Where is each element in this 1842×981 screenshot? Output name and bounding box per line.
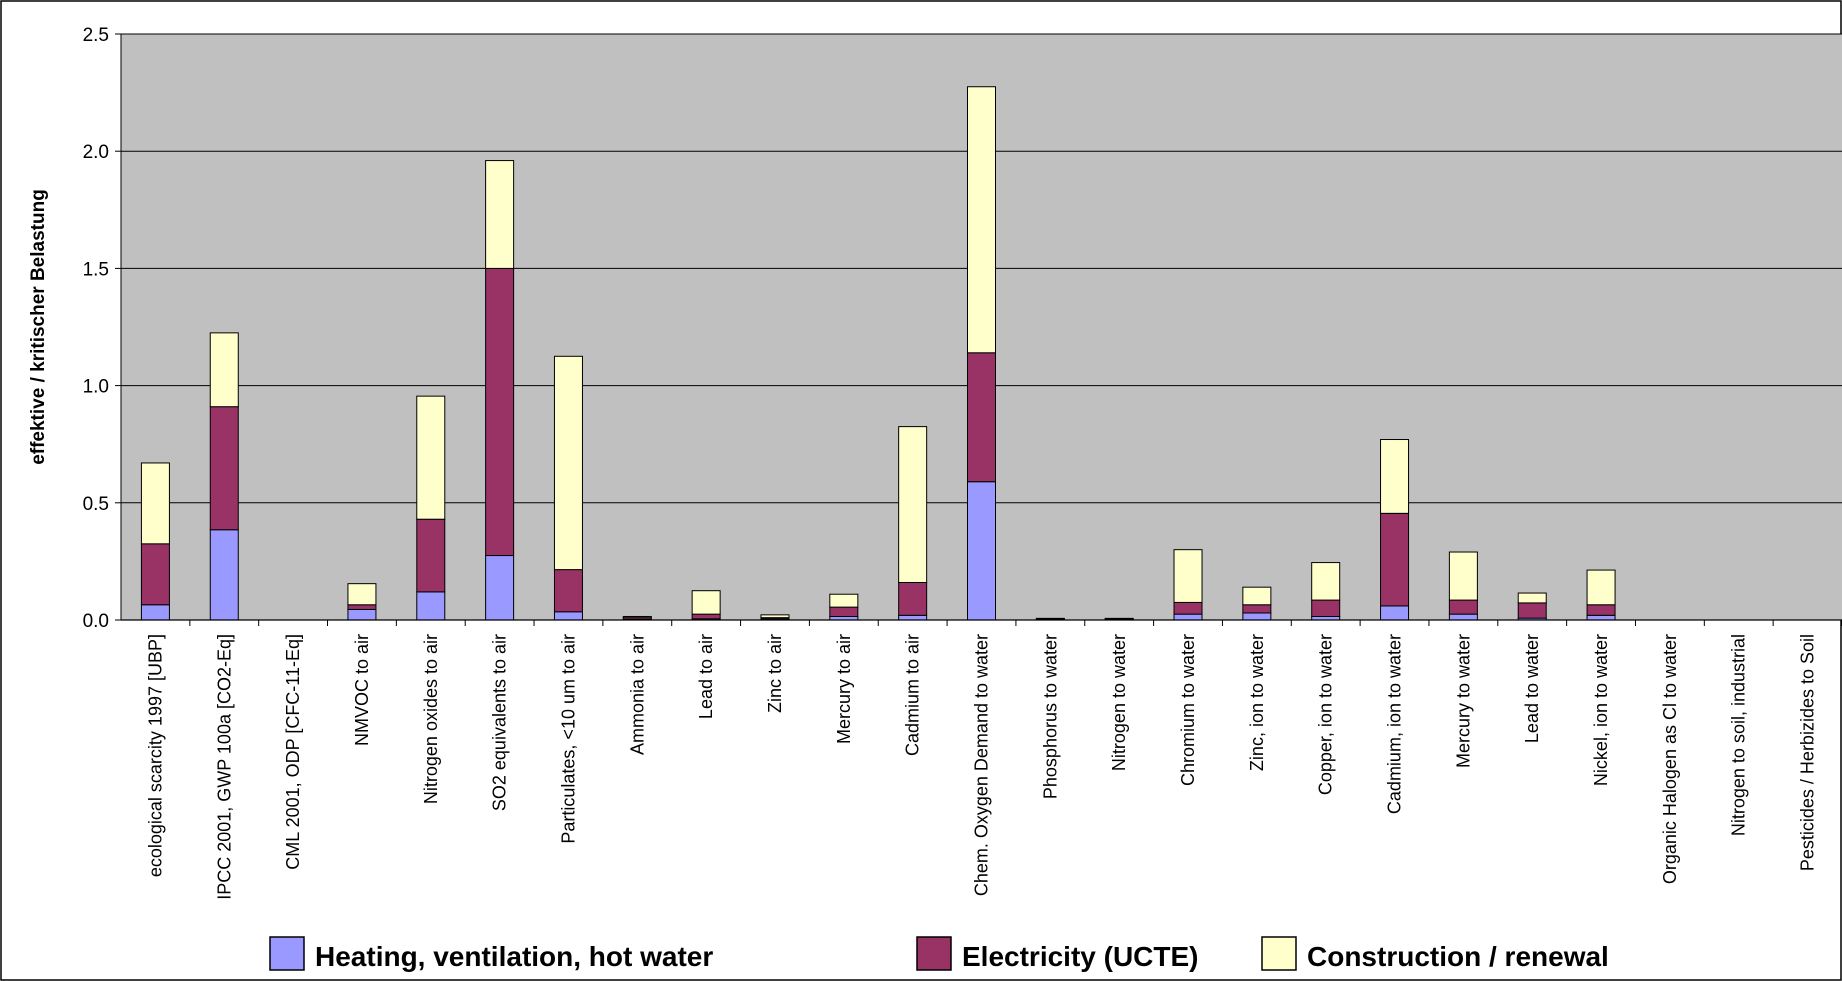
- x-tick-label: Pesticides / Herbizides to Soil: [1798, 634, 1818, 871]
- x-tick-label: Nitrogen oxides to air: [421, 634, 441, 804]
- bar-segment: [829, 593, 859, 608]
- bar-segment: [416, 518, 446, 593]
- bar-segment: [1448, 551, 1478, 601]
- bar-segment: [553, 355, 583, 571]
- x-tick-label: SO2 equivalents to air: [490, 634, 510, 811]
- legend-label: Electricity (UCTE): [962, 941, 1199, 972]
- bar-segment: [1448, 613, 1478, 621]
- x-tick-label: IPCC 2001, GWP 100a [CO2-Eq]: [214, 634, 234, 900]
- bar-segment: [691, 613, 721, 620]
- x-tick-label: Nitrogen to soil, industrial: [1729, 634, 1749, 836]
- bar-segment: [1242, 604, 1272, 614]
- bar-segment: [485, 555, 515, 621]
- y-tick-label: 2.0: [83, 142, 109, 163]
- bar-segment: [829, 606, 859, 617]
- x-tick-label: CML 2001, ODP [CFC-11-Eq]: [283, 634, 303, 870]
- legend-swatch: [1261, 936, 1297, 971]
- bar-segment: [209, 332, 239, 408]
- bar-segment: [1173, 549, 1203, 603]
- legend-label: Heating, ventilation, hot water: [315, 941, 713, 972]
- x-tick-label: Lead to water: [1522, 634, 1542, 743]
- x-tick-label: Ammonia to air: [627, 634, 647, 755]
- x-tick-label: Nickel, ion to water: [1591, 634, 1611, 786]
- x-tick-label: Mercury to air: [834, 634, 854, 744]
- bar-segment: [1173, 613, 1203, 621]
- bar-segment: [1311, 599, 1341, 617]
- legend-label: Construction / renewal: [1307, 941, 1609, 972]
- x-tick-label: Copper, ion to water: [1316, 634, 1336, 795]
- x-tick-label: Phosphorus to water: [1040, 634, 1060, 799]
- bar-segment: [1311, 562, 1341, 601]
- bar-segment: [898, 426, 928, 583]
- x-tick-label: Lead to air: [696, 634, 716, 719]
- bar-segment: [1242, 612, 1272, 621]
- bar-segment: [553, 611, 583, 621]
- x-tick-label: Nitrogen to water: [1109, 634, 1129, 771]
- y-tick-label: 0.5: [83, 494, 109, 515]
- x-tick-label: NMVOC to air: [352, 634, 372, 746]
- bar-segment: [1380, 439, 1410, 514]
- bar-segment: [485, 160, 515, 269]
- bar-segment: [416, 591, 446, 621]
- legend-swatch: [269, 936, 305, 971]
- y-tick-label: 2.5: [83, 25, 109, 46]
- bar-segment: [1517, 602, 1547, 619]
- x-tick-label: Chromium to water: [1178, 634, 1198, 786]
- bar-segment: [1242, 586, 1272, 606]
- y-tick-label: 0.0: [83, 611, 109, 632]
- x-tick-label: Cadmium, ion to water: [1385, 634, 1405, 814]
- bar-segment: [691, 590, 721, 615]
- bar-segment: [140, 543, 170, 606]
- x-tick-label: Particulates, <10 um to air: [558, 634, 578, 844]
- bar-segment: [1586, 614, 1616, 621]
- y-axis-label: effektive / kritischer Belastung: [28, 189, 49, 465]
- y-tick-label: 1.5: [83, 259, 109, 280]
- bar-segment: [553, 569, 583, 613]
- bar-segment: [140, 604, 170, 621]
- x-tick-label: Mercury to water: [1453, 634, 1473, 768]
- x-tick-label: Organic Halogen as Cl to water: [1660, 634, 1680, 884]
- bar-segment: [760, 614, 790, 619]
- bar-segment: [416, 395, 446, 520]
- x-tick-label: Zinc to air: [765, 634, 785, 713]
- legend-swatch: [916, 936, 952, 971]
- bar-segment: [967, 481, 996, 621]
- bar-segment: [1586, 569, 1616, 606]
- bar-segment: [967, 86, 996, 354]
- bar-segment: [622, 615, 652, 619]
- bar-segment: [347, 608, 377, 621]
- x-tick-label: Cadmium to air: [903, 634, 923, 756]
- bar-segment: [1517, 592, 1547, 604]
- bar-segment: [209, 406, 239, 531]
- x-tick-label: ecological scarcity 1997 [UBP]: [145, 634, 165, 877]
- bar-segment: [347, 604, 377, 610]
- bar-segment: [898, 581, 928, 616]
- bar-segment: [1380, 512, 1410, 607]
- bar-segment: [1448, 599, 1478, 615]
- bar-segment: [1586, 604, 1616, 616]
- bar-segment: [898, 614, 928, 621]
- bar-segment: [140, 462, 170, 545]
- x-tick-label: Zinc, ion to water: [1247, 634, 1267, 771]
- bar-segment: [1173, 601, 1203, 615]
- bar-segment: [209, 529, 239, 621]
- y-tick-label: 1.0: [83, 377, 109, 398]
- bar-segment: [967, 352, 996, 483]
- bar-segment: [1380, 605, 1410, 621]
- bar-segment: [485, 267, 515, 557]
- x-tick-label: Chem. Oxygen Demand to water: [972, 634, 992, 896]
- bar-segment: [347, 583, 377, 606]
